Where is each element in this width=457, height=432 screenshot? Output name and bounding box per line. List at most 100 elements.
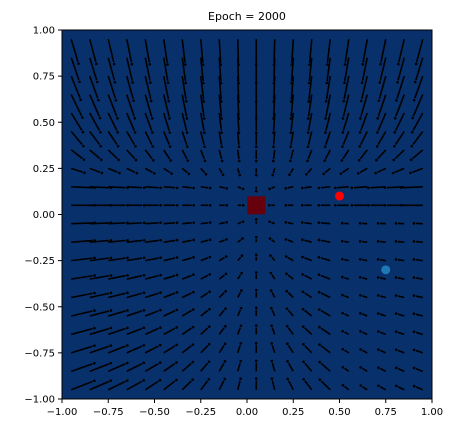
field-arrowhead	[393, 159, 396, 162]
field-arrowhead	[376, 131, 379, 134]
field-arrowhead	[96, 81, 99, 84]
field-arrowhead	[394, 117, 397, 120]
field-arrowhead	[169, 159, 172, 162]
field-arrowhead	[238, 146, 241, 149]
field-arrowhead	[413, 276, 416, 279]
field-arrowhead	[126, 362, 129, 365]
field-arrowhead	[271, 174, 274, 177]
field-arrow	[108, 187, 125, 188]
field-arrowhead	[358, 145, 361, 148]
field-arrowhead	[93, 309, 96, 312]
field-arrowhead	[143, 344, 146, 347]
field-arrowhead	[334, 187, 337, 190]
field-arrowhead	[168, 117, 171, 120]
field-arrowhead	[410, 158, 413, 161]
field-arrowhead	[255, 117, 258, 120]
field-arrowhead	[176, 221, 179, 224]
field-arrowhead	[175, 326, 178, 329]
field-arrowhead	[413, 222, 416, 225]
field-arrowhead	[142, 362, 145, 365]
field-arrow	[182, 223, 191, 224]
field-arrowhead	[209, 204, 212, 207]
field-arrowhead	[342, 366, 345, 369]
field-arrowhead	[375, 159, 378, 162]
field-arrowhead	[255, 190, 258, 193]
field-arrowhead	[93, 274, 96, 277]
field-arrowhead	[268, 204, 271, 207]
field-arrow	[337, 187, 348, 188]
field-arrowhead	[208, 378, 211, 381]
field-arrowhead	[159, 204, 162, 207]
field-arrowhead	[143, 291, 146, 294]
field-arrowhead	[343, 82, 346, 85]
field-arrowhead	[224, 325, 227, 328]
field-arrow	[219, 187, 224, 188]
field-arrowhead	[241, 254, 244, 257]
y-tick-label: 0.25	[33, 164, 55, 175]
x-tick-label: −0.50	[139, 407, 170, 418]
field-arrowhead	[126, 344, 129, 347]
field-arrowhead	[255, 342, 258, 345]
field-arrowhead	[142, 379, 145, 382]
field-arrowhead	[255, 307, 258, 310]
field-arrowhead	[192, 343, 195, 346]
field-arrowhead	[318, 291, 321, 294]
x-tick-label: 1.00	[421, 407, 443, 418]
field-arrow	[182, 187, 191, 188]
field-arrowhead	[301, 221, 304, 224]
field-arrowhead	[159, 274, 162, 277]
field-arrowhead	[159, 344, 162, 347]
x-tick-label: 0.50	[328, 407, 350, 418]
field-arrowhead	[192, 204, 195, 207]
x-tick-label: 0.25	[282, 407, 304, 418]
x-tick-label: 0.00	[236, 407, 258, 418]
field-arrowhead	[415, 63, 418, 66]
field-arrowhead	[242, 220, 245, 223]
field-arrowhead	[308, 82, 311, 85]
field-arrowhead	[318, 361, 321, 364]
y-tick-label: 0.00	[33, 210, 55, 221]
field-arrowhead	[340, 172, 343, 175]
field-arrowhead	[170, 172, 173, 175]
field-arrowhead	[222, 173, 225, 176]
field-arrowhead	[342, 384, 345, 387]
field-arrow	[274, 39, 275, 62]
field-arrowhead	[395, 99, 398, 102]
field-arrowhead	[175, 379, 178, 382]
field-arrowhead	[318, 221, 321, 224]
field-arrowhead	[272, 131, 275, 134]
field-arrowhead	[270, 342, 273, 345]
y-tick-label: 0.50	[33, 118, 55, 129]
field-arrowhead	[393, 131, 396, 134]
field-arrowhead	[237, 82, 240, 85]
field-arrowhead	[319, 378, 322, 381]
field-arrowhead	[99, 117, 102, 120]
field-arrowhead	[152, 159, 155, 162]
field-arrowhead	[273, 82, 276, 85]
field-arrowhead	[270, 307, 273, 310]
field-arrowhead	[384, 204, 387, 207]
y-axis: −1.00−0.75−0.50−0.250.000.250.500.751.00	[24, 26, 62, 406]
field-arrow	[398, 242, 404, 243]
field-arrowhead	[159, 309, 162, 312]
chart-title: Epoch = 2000	[208, 10, 286, 23]
field-arrowhead	[341, 258, 344, 261]
field-arrowhead	[93, 380, 96, 383]
field-arrowhead	[342, 117, 345, 120]
field-arrowhead	[379, 63, 382, 66]
field-arrowhead	[238, 131, 241, 134]
field-arrowhead	[392, 172, 395, 175]
field-arrowhead	[302, 325, 305, 328]
field-arrowhead	[159, 291, 162, 294]
field-arrowhead	[307, 145, 310, 148]
field-arrowhead	[307, 131, 310, 134]
field-arrowhead	[143, 326, 146, 329]
field-arrowhead	[143, 274, 146, 277]
field-arrowhead	[151, 145, 154, 148]
x-axis: −1.00 −0.75 −0.50 −0.25 0.00 0.25 0.50 0.75 1.00	[47, 399, 443, 418]
field-arrowhead	[93, 344, 96, 347]
field-arrowhead	[342, 100, 345, 103]
field-arrow	[416, 242, 423, 243]
field-arrowhead	[359, 276, 362, 279]
